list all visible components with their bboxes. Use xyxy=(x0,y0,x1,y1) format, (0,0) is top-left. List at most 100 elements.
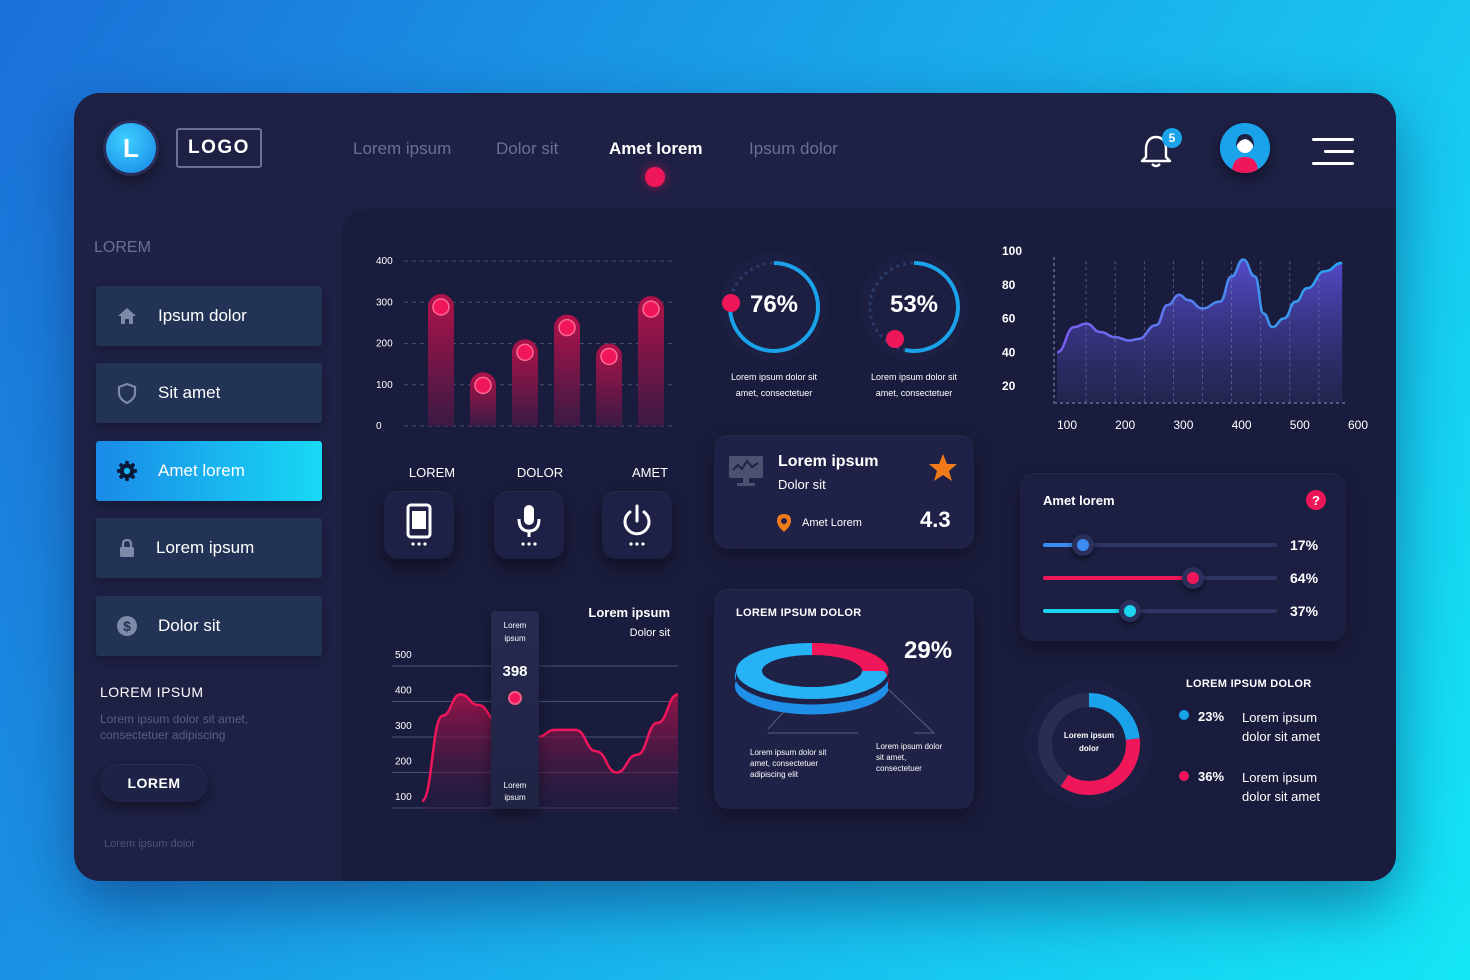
ring-card-percent: 29% xyxy=(904,637,953,664)
tooltip-bottom-1: Lorem xyxy=(503,781,527,790)
slider-row[interactable]: 17% xyxy=(1020,534,1346,556)
sidebar-item-lorem-ipsum[interactable]: Lorem ipsum xyxy=(96,518,322,578)
bar xyxy=(512,339,538,426)
tooltip-value: 398 xyxy=(502,663,528,680)
sidebar-item-dolor-sit[interactable]: $ Dolor sit xyxy=(96,596,322,656)
wave-ytick: 400 xyxy=(395,686,412,697)
avatar[interactable] xyxy=(1220,123,1270,173)
sliders-card: Amet lorem ? 17% 64% 37% xyxy=(1020,473,1346,641)
home-icon xyxy=(116,305,138,327)
wave-ytick: 500 xyxy=(395,650,412,661)
sidebar-footer: Lorem ipsum dolor xyxy=(104,838,196,850)
bar xyxy=(638,296,664,426)
device-button-phone[interactable] xyxy=(384,491,454,559)
bar-marker xyxy=(642,300,660,318)
monitor-chart-icon xyxy=(729,456,763,486)
area-xtick: 300 xyxy=(1173,418,1193,432)
device-button-microphone[interactable] xyxy=(494,491,564,559)
legend-pct-1: 23% xyxy=(1198,709,1225,724)
ring-card: LOREM IPSUM DOLOR 29% Lorem ipsum dolor … xyxy=(714,589,974,809)
area-fill xyxy=(1057,259,1343,403)
logo-letter: L xyxy=(123,132,139,163)
nav-tab-3[interactable]: Amet lorem xyxy=(609,139,703,158)
rating-score: 4.3 xyxy=(920,507,951,532)
sidebar-item-ipsum-dolor[interactable]: Ipsum dolor xyxy=(96,286,322,346)
location-pin-icon xyxy=(777,514,791,532)
slider-row[interactable]: 64% xyxy=(1020,567,1346,589)
notification-badge: 5 xyxy=(1162,128,1182,148)
sidebar-section-desc: Lorem ipsum dolor sit amet, consectetuer… xyxy=(100,712,249,742)
gauge-2-value: 53% xyxy=(889,291,939,318)
wave-ytick: 100 xyxy=(395,792,412,803)
area-ytick: 80 xyxy=(1002,278,1016,292)
sidebar-item-amet-lorem[interactable]: Amet lorem xyxy=(96,441,322,501)
bar-marker xyxy=(474,376,492,395)
ring-note-left-1: Lorem ipsum dolor sit xyxy=(750,748,827,757)
legend-text-2a: Lorem ipsum xyxy=(1242,770,1318,785)
tooltip-top-2: ipsum xyxy=(504,634,526,643)
gauge-2 xyxy=(860,253,968,361)
gauge-1-caption-2: amet, consectetuer xyxy=(735,388,813,398)
legend-text-2b: dolor sit amet xyxy=(1242,789,1321,804)
device-button-power[interactable] xyxy=(602,491,672,559)
device-label-1: LOREM xyxy=(408,465,456,480)
slider-fill xyxy=(1043,543,1083,547)
donut-title: LOREM IPSUM DOLOR xyxy=(1186,678,1312,690)
ring-note-right-3: consectetuer xyxy=(876,764,922,773)
area-ytick: 20 xyxy=(1002,379,1016,393)
sidebar-item-label: Dolor sit xyxy=(158,616,221,635)
dashboard-window: L LOGO Lorem ipsum Dolor sit Amet lorem … xyxy=(74,93,1396,881)
area-chart: 100 80 60 40 20 100 200 300 400 500 600 xyxy=(1002,245,1368,432)
bar xyxy=(554,314,580,426)
bar-ytick: 300 xyxy=(376,297,393,308)
wave-ytick: 300 xyxy=(395,721,412,732)
slider-row[interactable]: 37% xyxy=(1020,600,1346,622)
slider-knob[interactable] xyxy=(1071,534,1094,556)
star-icon[interactable] xyxy=(928,453,958,483)
donut-center-2: dolor xyxy=(1079,744,1099,753)
slider-knob[interactable] xyxy=(1118,600,1141,622)
logo-badge[interactable]: L xyxy=(106,123,156,173)
tooltip-top-1: Lorem xyxy=(503,621,527,630)
area-xtick: 200 xyxy=(1115,418,1135,432)
phone-icon xyxy=(406,503,432,546)
rating-card[interactable]: Lorem ipsum Dolor sit Amet Lorem 4.3 xyxy=(714,435,974,549)
ring-note-left: Lorem ipsum dolor sit amet, consectetuer… xyxy=(750,747,826,780)
slider-track[interactable] xyxy=(1043,543,1277,547)
menu-icon[interactable] xyxy=(1312,138,1354,166)
rating-location: Amet Lorem xyxy=(802,517,862,529)
area-line xyxy=(1056,258,1343,354)
ring-note-left-3: adipiscing elit xyxy=(750,770,799,779)
tooltip-bottom-2: ipsum xyxy=(504,793,526,802)
sidebar-title: LOREM xyxy=(94,239,151,256)
sidebar-item-label: Sit amet xyxy=(158,383,221,402)
svg-text:$: $ xyxy=(123,618,131,634)
gear-icon xyxy=(116,460,138,482)
bar xyxy=(428,294,454,426)
legend-text-1a: Lorem ipsum xyxy=(1242,710,1318,725)
ring-note-right-1: Lorem ipsum dolor xyxy=(876,742,943,751)
sidebar-item-sit-amet[interactable]: Sit amet xyxy=(96,363,322,423)
slider-knob[interactable] xyxy=(1181,567,1204,589)
active-tab-indicator xyxy=(645,167,665,187)
area-xtick: 400 xyxy=(1232,418,1252,432)
nav-tab-4[interactable]: Ipsum dolor xyxy=(749,139,838,158)
legend-text-1b: dolor sit amet xyxy=(1242,729,1321,744)
area-ytick: 40 xyxy=(1002,345,1016,359)
help-icon[interactable]: ? xyxy=(1306,490,1326,510)
ring-note-right: Lorem ipsum dolor sit amet, consectetuer xyxy=(876,741,942,774)
wave-ytick: 200 xyxy=(395,757,412,768)
area-xtick: 600 xyxy=(1348,418,1368,432)
nav-tab-1[interactable]: Lorem ipsum xyxy=(353,139,452,158)
logo-box[interactable]: LOGO xyxy=(176,128,262,168)
gauge-2-caption-1: Lorem ipsum dolor sit xyxy=(870,372,958,382)
area-ytick: 60 xyxy=(1002,312,1016,326)
sidebar-button[interactable]: LOREM xyxy=(100,764,208,802)
nav-tab-2[interactable]: Dolor sit xyxy=(496,139,559,158)
bar-ytick: 0 xyxy=(376,421,382,432)
bar-marker xyxy=(516,343,534,362)
sidebar-item-label: Amet lorem xyxy=(158,461,245,480)
slider-track[interactable] xyxy=(1043,609,1277,613)
device-label-2: DOLOR xyxy=(516,465,564,480)
bar-marker xyxy=(432,298,450,316)
